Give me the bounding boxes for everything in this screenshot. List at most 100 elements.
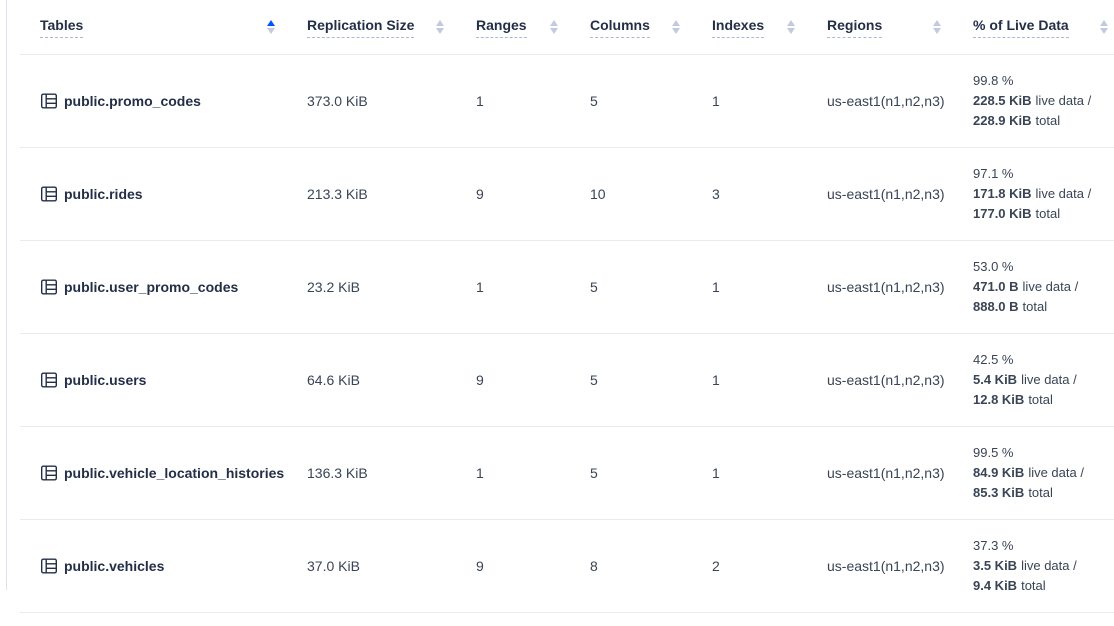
table-name-cell[interactable]: public.vehicle_location_histories: [20, 464, 307, 482]
regions-cell: us-east1(n1,n2,n3): [827, 372, 945, 388]
table-name-cell[interactable]: public.users: [20, 371, 307, 389]
table-row[interactable]: public.rides 213.3 KiB 9 10 3 us-east1(n…: [20, 148, 1114, 241]
ranges-cell: 9: [476, 186, 484, 202]
indexes-cell: 1: [712, 279, 720, 295]
column-header-tables[interactable]: Tables: [20, 0, 307, 54]
live-data-percent: 99.5 %: [973, 445, 1014, 460]
columns-cell: 10: [590, 186, 606, 202]
page-left-border: [6, 0, 7, 590]
live-data-percent: 37.3 %: [973, 538, 1014, 553]
table-header-row: Tables Replication Size Ranges Columns I…: [20, 0, 1114, 55]
replication-size-cell: 213.3 KiB: [307, 186, 368, 202]
column-header-live-data-label: % of Live Data: [973, 17, 1069, 38]
live-data-cell: 37.3 % 3.5 KiB live data / 9.4 KiB total: [973, 536, 1114, 596]
table-row[interactable]: public.user_promo_codes 23.2 KiB 1 5 1 u…: [20, 241, 1114, 334]
replication-size-cell: 64.6 KiB: [307, 372, 360, 388]
columns-cell: 8: [590, 558, 598, 574]
table-icon: [40, 464, 58, 482]
columns-cell: 5: [590, 279, 598, 295]
column-header-regions[interactable]: Regions: [827, 0, 973, 54]
sort-icon[interactable]: [933, 20, 941, 34]
live-data-live-line: 3.5 KiB live data /: [973, 558, 1077, 573]
live-data-cell: 97.1 % 171.8 KiB live data / 177.0 KiB tot…: [973, 164, 1114, 224]
table-row[interactable]: public.vehicle_location_histories 136.3 …: [20, 427, 1114, 520]
table-icon: [40, 371, 58, 389]
sort-icon[interactable]: [267, 20, 275, 34]
column-header-replication-size[interactable]: Replication Size: [307, 0, 476, 54]
table-row[interactable]: public.users 64.6 KiB 9 5 1 us-east1(n1,…: [20, 334, 1114, 427]
column-header-ranges[interactable]: Ranges: [476, 0, 590, 54]
table-icon: [40, 278, 58, 296]
table-name-link[interactable]: public.users: [64, 372, 147, 388]
table-icon: [40, 92, 58, 110]
ranges-cell: 9: [476, 372, 484, 388]
ranges-cell: 1: [476, 465, 484, 481]
replication-size-cell: 136.3 KiB: [307, 465, 368, 481]
table-body: public.promo_codes 373.0 KiB 1 5 1 us-ea…: [20, 55, 1114, 613]
live-data-cell: 99.5 % 84.9 KiB live data / 85.3 KiB total: [973, 443, 1114, 503]
live-data-percent: 99.8 %: [973, 73, 1014, 88]
live-data-live-line: 171.8 KiB live data /: [973, 186, 1092, 201]
table-name-cell[interactable]: public.rides: [20, 185, 307, 203]
indexes-cell: 1: [712, 93, 720, 109]
table-name-link[interactable]: public.user_promo_codes: [64, 279, 239, 295]
live-data-percent: 42.5 %: [973, 352, 1014, 367]
live-data-cell: 99.8 % 228.5 KiB live data / 228.9 KiB tot…: [973, 71, 1114, 131]
indexes-cell: 1: [712, 465, 720, 481]
regions-cell: us-east1(n1,n2,n3): [827, 465, 945, 481]
table-name-cell[interactable]: public.promo_codes: [20, 92, 307, 110]
live-data-total-line: 12.8 KiB total: [973, 392, 1053, 407]
regions-cell: us-east1(n1,n2,n3): [827, 93, 945, 109]
sort-icon[interactable]: [787, 20, 795, 34]
regions-cell: us-east1(n1,n2,n3): [827, 558, 945, 574]
columns-cell: 5: [590, 372, 598, 388]
live-data-total-line: 9.4 KiB total: [973, 578, 1046, 593]
live-data-total-line: 228.9 KiB total: [973, 113, 1061, 128]
column-header-indexes[interactable]: Indexes: [712, 0, 827, 54]
replication-size-cell: 373.0 KiB: [307, 93, 368, 109]
live-data-total-line: 177.0 KiB total: [973, 206, 1061, 221]
table-name-cell[interactable]: public.user_promo_codes: [20, 278, 307, 296]
column-header-indexes-label: Indexes: [712, 17, 765, 38]
table-row[interactable]: public.promo_codes 373.0 KiB 1 5 1 us-ea…: [20, 55, 1114, 148]
table-name-link[interactable]: public.vehicles: [64, 558, 165, 574]
column-header-columns-label: Columns: [590, 17, 650, 38]
column-header-regions-label: Regions: [827, 17, 883, 38]
indexes-cell: 3: [712, 186, 720, 202]
live-data-cell: 42.5 % 5.4 KiB live data / 12.8 KiB total: [973, 350, 1114, 410]
regions-cell: us-east1(n1,n2,n3): [827, 279, 945, 295]
tables-list: Tables Replication Size Ranges Columns I…: [20, 0, 1114, 613]
table-icon: [40, 557, 58, 575]
live-data-percent: 53.0 %: [973, 259, 1014, 274]
replication-size-cell: 23.2 KiB: [307, 279, 360, 295]
sort-icon[interactable]: [672, 20, 680, 34]
sort-icon[interactable]: [436, 20, 444, 34]
live-data-live-line: 228.5 KiB live data /: [973, 93, 1092, 108]
sort-icon[interactable]: [1100, 20, 1108, 34]
ranges-cell: 9: [476, 558, 484, 574]
live-data-total-line: 85.3 KiB total: [973, 485, 1053, 500]
column-header-ranges-label: Ranges: [476, 17, 527, 38]
table-name-link[interactable]: public.vehicle_location_histories: [64, 465, 285, 481]
table-name-link[interactable]: public.rides: [64, 186, 143, 202]
indexes-cell: 2: [712, 558, 720, 574]
table-name-link[interactable]: public.promo_codes: [64, 93, 201, 109]
table-icon: [40, 185, 58, 203]
live-data-percent: 97.1 %: [973, 166, 1014, 181]
column-header-replication-size-label: Replication Size: [307, 17, 415, 38]
column-header-live-data[interactable]: % of Live Data: [973, 0, 1114, 54]
column-header-columns[interactable]: Columns: [590, 0, 712, 54]
regions-cell: us-east1(n1,n2,n3): [827, 186, 945, 202]
ranges-cell: 1: [476, 93, 484, 109]
table-row[interactable]: public.vehicles 37.0 KiB 9 8 2 us-east1(…: [20, 520, 1114, 613]
sort-icon[interactable]: [550, 20, 558, 34]
column-header-tables-label: Tables: [40, 17, 84, 38]
columns-cell: 5: [590, 465, 598, 481]
ranges-cell: 1: [476, 279, 484, 295]
live-data-live-line: 84.9 KiB live data /: [973, 465, 1084, 480]
table-name-cell[interactable]: public.vehicles: [20, 557, 307, 575]
